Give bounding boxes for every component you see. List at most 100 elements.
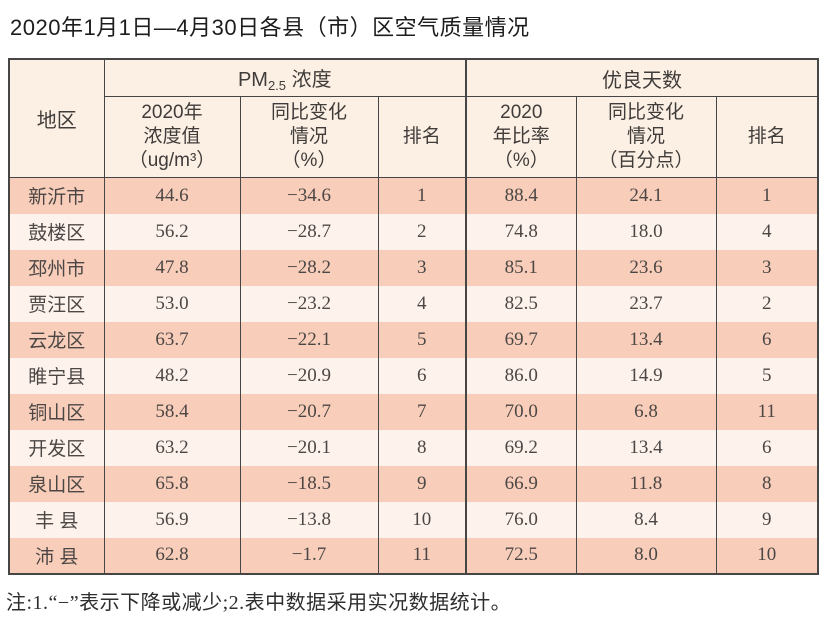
gd-change-cell: 8.4 (575, 501, 717, 538)
pm-rank-cell: 2 (377, 213, 467, 250)
table-row: 铜山区 58.4 −20.7 7 70.0 6.8 11 (9, 393, 819, 430)
table-body: 新沂市 44.6 −34.6 1 88.4 24.1 1 鼓楼区 56.2 −2… (9, 177, 819, 574)
region-cell: 邳州市 (9, 249, 104, 286)
pm-change-cell: −34.6 (239, 177, 378, 214)
pm-rank-cell: 1 (377, 177, 467, 214)
gd-change-cell: 11.8 (575, 465, 717, 502)
region-cell: 开发区 (9, 429, 104, 466)
pm-change-cell: −23.2 (239, 285, 378, 322)
gd-rate-cell: 69.2 (465, 429, 577, 466)
pm-change-cell: −28.7 (239, 213, 378, 250)
pm-value-cell: 63.7 (103, 321, 240, 358)
pm-value-cell: 53.0 (103, 285, 240, 322)
region-cell: 鼓楼区 (9, 213, 104, 250)
pm-rank-cell: 7 (377, 393, 467, 430)
pm-value-cell: 58.4 (103, 393, 240, 430)
pm-rank-cell: 10 (377, 501, 467, 538)
footnote: 注:1.“−”表示下降或减少;2.表中数据采用实况数据统计。 (6, 592, 512, 614)
pm-rank-cell: 11 (377, 537, 467, 574)
header-sub-row: 2020年 浓度值 （ug/m³） 同比变化 情况 （%） 排名 2020 年比… (9, 96, 819, 178)
column-header-pm-value: 2020年 浓度值 （ug/m³） (103, 96, 240, 178)
column-header-pm-rank: 排名 (377, 96, 467, 178)
pm-change-cell: −20.9 (239, 357, 378, 394)
region-cell: 云龙区 (9, 321, 104, 358)
table-row: 鼓楼区 56.2 −28.7 2 74.8 18.0 4 (9, 213, 819, 250)
gd-change-cell: 23.6 (575, 249, 717, 286)
table-row: 泉山区 65.8 −18.5 9 66.9 11.8 8 (9, 465, 819, 502)
gd-change-cell: 13.4 (575, 321, 717, 358)
region-cell: 泉山区 (9, 465, 104, 502)
table-row: 沛 县 62.8 −1.7 11 72.5 8.0 10 (9, 537, 819, 574)
pm-change-cell: −20.1 (239, 429, 378, 466)
table-row: 新沂市 44.6 −34.6 1 88.4 24.1 1 (9, 177, 819, 214)
pm25-suffix: 浓度 (286, 69, 332, 91)
pm-value-cell: 47.8 (103, 249, 240, 286)
pm-change-cell: −28.2 (239, 249, 378, 286)
pm-value-cell: 56.9 (103, 501, 240, 538)
pm-change-cell: −13.8 (239, 501, 378, 538)
header-group-row: 地区 PM2.5 浓度 优良天数 (9, 59, 819, 178)
gd-rank-cell: 5 (715, 357, 819, 394)
gd-change-cell: 23.7 (575, 285, 717, 322)
gd-change-cell: 14.9 (575, 357, 717, 394)
pm-value-cell: 56.2 (103, 213, 240, 250)
gd-rate-cell: 76.0 (465, 501, 577, 538)
table-header: 地区 PM2.5 浓度 优良天数 2020年 浓度值 （ug/m³） 同比变化 … (9, 59, 819, 178)
table-row: 邳州市 47.8 −28.2 3 85.1 23.6 3 (9, 249, 819, 286)
pm-value-cell: 48.2 (103, 357, 240, 394)
pm-change-cell: −18.5 (239, 465, 378, 502)
column-header-pm-change: 同比变化 情况 （%） (239, 96, 378, 178)
gd-rank-cell: 2 (715, 285, 819, 322)
table-row: 睢宁县 48.2 −20.9 6 86.0 14.9 5 (9, 357, 819, 394)
table-row: 云龙区 63.7 −22.1 5 69.7 13.4 6 (9, 321, 819, 358)
gd-change-cell: 24.1 (575, 177, 717, 214)
gd-rank-cell: 4 (715, 213, 819, 250)
table-row: 丰 县 56.9 −13.8 10 76.0 8.4 9 (9, 501, 819, 538)
gd-rank-cell: 10 (715, 537, 819, 574)
pm-rank-cell: 8 (377, 429, 467, 466)
gd-rate-cell: 70.0 (465, 393, 577, 430)
pm-value-cell: 62.8 (103, 537, 240, 574)
column-group-pm25: PM2.5 浓度 (103, 59, 467, 97)
column-group-good-days: 优良天数 (465, 59, 819, 97)
pm25-prefix: PM (237, 69, 268, 91)
gd-rank-cell: 6 (715, 321, 819, 358)
pm-change-cell: −22.1 (239, 321, 378, 358)
region-cell: 睢宁县 (9, 357, 104, 394)
pm-change-cell: −1.7 (239, 537, 378, 574)
gd-rate-cell: 85.1 (465, 249, 577, 286)
region-cell: 铜山区 (9, 393, 104, 430)
gd-rank-cell: 8 (715, 465, 819, 502)
gd-change-cell: 13.4 (575, 429, 717, 466)
gd-rate-cell: 82.5 (465, 285, 577, 322)
gd-rate-cell: 66.9 (465, 465, 577, 502)
gd-change-cell: 6.8 (575, 393, 717, 430)
region-cell: 沛 县 (9, 537, 104, 574)
column-header-region: 地区 (9, 59, 104, 178)
gd-rate-cell: 88.4 (465, 177, 577, 214)
gd-rate-cell: 74.8 (465, 213, 577, 250)
gd-rank-cell: 9 (715, 501, 819, 538)
gd-rate-cell: 86.0 (465, 357, 577, 394)
gd-rank-cell: 3 (715, 249, 819, 286)
gd-change-cell: 8.0 (575, 537, 717, 574)
column-header-gd-rate: 2020 年比率 （%） (465, 96, 577, 178)
pm-value-cell: 44.6 (103, 177, 240, 214)
gd-rate-cell: 72.5 (465, 537, 577, 574)
table-row: 贾汪区 53.0 −23.2 4 82.5 23.7 2 (9, 285, 819, 322)
air-quality-table: 地区 PM2.5 浓度 优良天数 2020年 浓度值 （ug/m³） 同比变化 … (8, 58, 820, 575)
pm-value-cell: 63.2 (103, 429, 240, 466)
gd-rank-cell: 1 (715, 177, 819, 214)
pm-value-cell: 65.8 (103, 465, 240, 502)
region-cell: 贾汪区 (9, 285, 104, 322)
pm-rank-cell: 9 (377, 465, 467, 502)
pm-rank-cell: 4 (377, 285, 467, 322)
region-cell: 新沂市 (9, 177, 104, 214)
gd-rate-cell: 69.7 (465, 321, 577, 358)
page-title: 2020年1月1日—4月30日各县（市）区空气质量情况 (10, 15, 530, 40)
pm25-subscript: 2.5 (267, 78, 287, 93)
column-header-gd-change: 同比变化 情况 （百分点） (575, 96, 717, 178)
region-cell: 丰 县 (9, 501, 104, 538)
pm-rank-cell: 6 (377, 357, 467, 394)
